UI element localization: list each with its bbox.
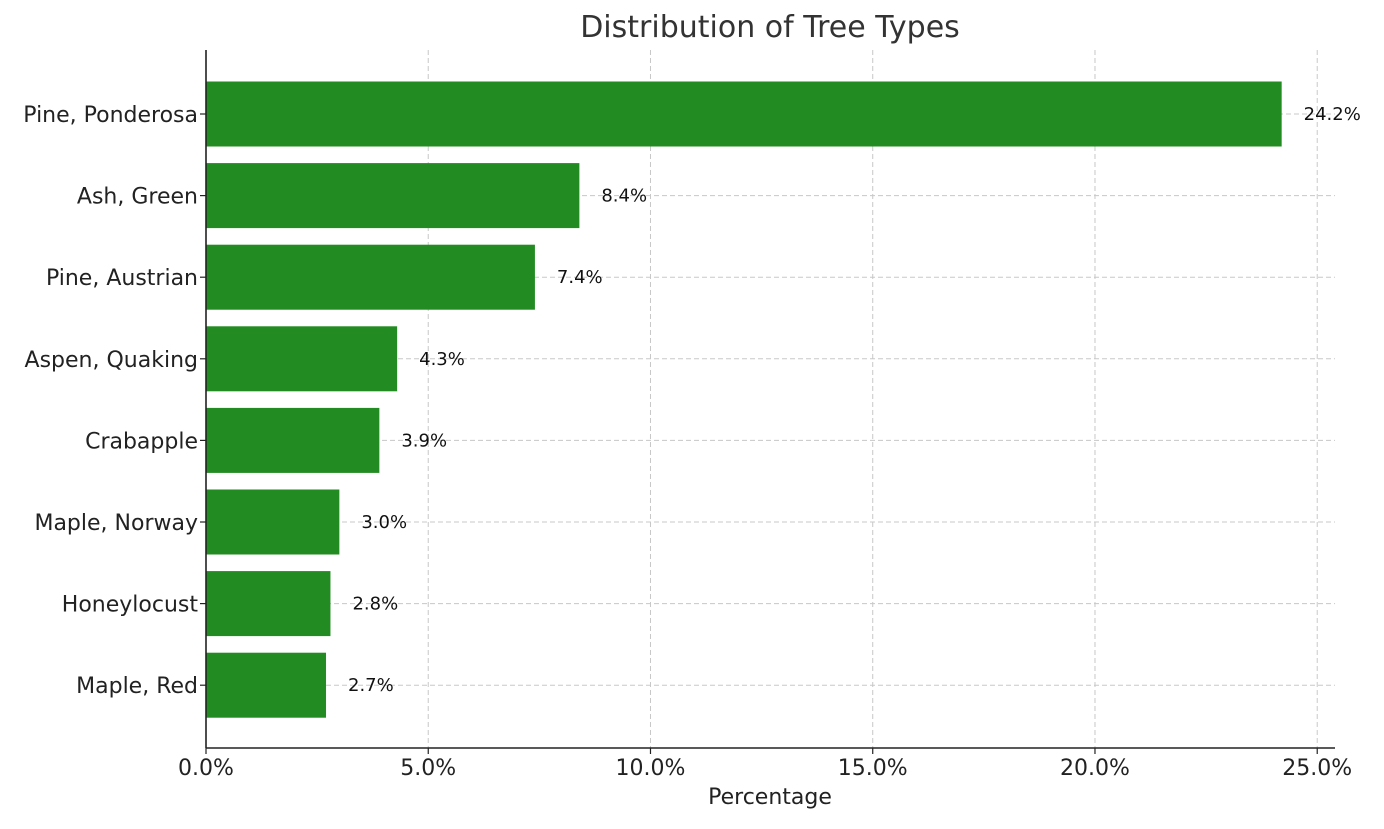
bar bbox=[206, 489, 340, 555]
x-tick-label: 0.0% bbox=[178, 756, 234, 781]
data-label: 24.2% bbox=[1304, 104, 1361, 125]
data-label: 2.7% bbox=[348, 675, 394, 696]
y-tick-label: Pine, Austrian bbox=[46, 266, 198, 291]
x-axis-label: Percentage bbox=[708, 785, 832, 810]
x-tick-label: 15.0% bbox=[838, 756, 908, 781]
x-tick-label: 5.0% bbox=[400, 756, 456, 781]
y-tick-label: Pine, Ponderosa bbox=[23, 103, 198, 128]
y-tick-label: Ash, Green bbox=[77, 185, 198, 210]
grid-layer bbox=[206, 50, 1335, 748]
x-tick-label: 10.0% bbox=[616, 756, 686, 781]
bar bbox=[206, 326, 398, 392]
x-tick-labels: 0.0% 5.0% 10.0% 15.0% 20.0% 25.0% bbox=[178, 748, 1352, 781]
data-label: 8.4% bbox=[601, 186, 647, 207]
bar bbox=[206, 244, 535, 310]
bar bbox=[206, 571, 331, 637]
y-tick-label: Aspen, Quaking bbox=[25, 348, 198, 373]
bar bbox=[206, 163, 580, 229]
bars-layer bbox=[206, 81, 1282, 718]
x-tick-label: 25.0% bbox=[1282, 756, 1352, 781]
y-tick-label: Maple, Norway bbox=[34, 511, 198, 536]
data-label: 3.9% bbox=[401, 430, 447, 451]
bar bbox=[206, 81, 1282, 147]
bar bbox=[206, 652, 327, 718]
y-tick-label: Honeylocust bbox=[62, 593, 199, 618]
bar bbox=[206, 407, 380, 473]
chart-title: Distribution of Tree Types bbox=[580, 10, 960, 45]
data-label: 3.0% bbox=[361, 512, 407, 533]
data-label: 2.8% bbox=[352, 594, 398, 615]
data-labels: 24.2% 8.4% 7.4% 4.3% 3.9% 3.0% 2.8% 2.7% bbox=[348, 104, 1361, 696]
data-label: 4.3% bbox=[419, 349, 465, 370]
y-tick-label: Maple, Red bbox=[76, 674, 198, 699]
axes-layer bbox=[205, 50, 1335, 749]
x-tick-label: 20.0% bbox=[1060, 756, 1130, 781]
y-tick-labels: Pine, Ponderosa Ash, Green Pine, Austrian A… bbox=[23, 103, 206, 699]
y-tick-label: Crabapple bbox=[85, 429, 198, 454]
data-label: 7.4% bbox=[557, 267, 603, 288]
